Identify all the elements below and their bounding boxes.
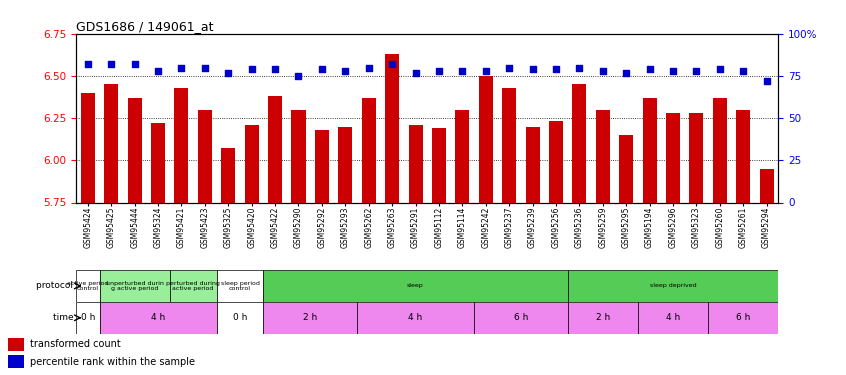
Text: 2 h: 2 h bbox=[596, 314, 610, 322]
Bar bbox=[198, 110, 212, 202]
Text: 6 h: 6 h bbox=[514, 314, 528, 322]
Point bbox=[386, 61, 399, 67]
Bar bbox=[104, 84, 118, 203]
Point bbox=[455, 68, 469, 74]
Text: sleep deprived: sleep deprived bbox=[650, 284, 696, 288]
Point bbox=[689, 68, 703, 74]
Point bbox=[338, 68, 352, 74]
Point bbox=[666, 68, 679, 74]
Text: 0 h: 0 h bbox=[233, 314, 247, 322]
Text: time: time bbox=[52, 314, 76, 322]
Point bbox=[81, 61, 95, 67]
Bar bbox=[315, 130, 329, 203]
Point bbox=[198, 64, 212, 70]
Bar bbox=[409, 125, 422, 202]
Bar bbox=[217, 270, 263, 302]
Bar bbox=[666, 113, 680, 202]
Text: protocol: protocol bbox=[36, 281, 76, 290]
Bar bbox=[170, 270, 217, 302]
Point bbox=[643, 66, 656, 72]
Bar bbox=[568, 302, 638, 334]
Text: 2 h: 2 h bbox=[303, 314, 317, 322]
Bar bbox=[643, 98, 656, 202]
Bar bbox=[713, 98, 727, 202]
Bar bbox=[362, 98, 376, 202]
Bar bbox=[596, 110, 610, 202]
Text: perturbed during
active period: perturbed during active period bbox=[166, 280, 220, 291]
Bar bbox=[573, 84, 586, 203]
Point bbox=[362, 64, 376, 70]
Text: 0 h: 0 h bbox=[80, 314, 95, 322]
Bar bbox=[244, 125, 259, 202]
Text: sleep period
control: sleep period control bbox=[221, 280, 260, 291]
Text: active period
control: active period control bbox=[67, 280, 108, 291]
Bar bbox=[549, 122, 563, 202]
Point bbox=[596, 68, 609, 74]
Bar bbox=[100, 270, 170, 302]
Bar bbox=[263, 270, 568, 302]
Bar bbox=[76, 270, 100, 302]
Bar bbox=[568, 270, 778, 302]
Text: sleep: sleep bbox=[407, 284, 424, 288]
Bar bbox=[638, 302, 708, 334]
Text: 4 h: 4 h bbox=[666, 314, 680, 322]
Bar bbox=[292, 110, 305, 202]
Bar bbox=[128, 98, 141, 202]
Point bbox=[503, 64, 516, 70]
Point bbox=[760, 78, 773, 84]
Bar bbox=[8, 355, 24, 368]
Point bbox=[174, 64, 188, 70]
Point bbox=[245, 66, 259, 72]
Text: 4 h: 4 h bbox=[409, 314, 423, 322]
Bar bbox=[619, 135, 633, 202]
Point bbox=[128, 61, 141, 67]
Bar bbox=[151, 123, 165, 202]
Bar bbox=[432, 128, 446, 202]
Bar bbox=[357, 302, 474, 334]
Point bbox=[713, 66, 727, 72]
Point bbox=[151, 68, 165, 74]
Bar bbox=[760, 169, 773, 202]
Bar bbox=[474, 302, 568, 334]
Point bbox=[409, 70, 422, 76]
Point bbox=[268, 66, 282, 72]
Bar bbox=[174, 88, 189, 202]
Bar bbox=[76, 302, 100, 334]
Bar bbox=[338, 127, 352, 202]
Point bbox=[479, 68, 492, 74]
Point bbox=[619, 70, 633, 76]
Point bbox=[104, 61, 118, 67]
Bar bbox=[689, 113, 703, 202]
Text: GDS1686 / 149061_at: GDS1686 / 149061_at bbox=[76, 20, 214, 33]
Bar bbox=[8, 338, 24, 351]
Bar bbox=[263, 302, 357, 334]
Point bbox=[549, 66, 563, 72]
Bar bbox=[479, 76, 492, 202]
Point bbox=[573, 64, 586, 70]
Point bbox=[736, 68, 750, 74]
Text: 6 h: 6 h bbox=[736, 314, 750, 322]
Point bbox=[292, 73, 305, 79]
Text: 4 h: 4 h bbox=[151, 314, 165, 322]
Bar bbox=[385, 54, 399, 202]
Bar bbox=[708, 302, 778, 334]
Bar bbox=[268, 96, 282, 202]
Bar bbox=[736, 110, 750, 202]
Bar bbox=[222, 148, 235, 202]
Point bbox=[222, 70, 235, 76]
Text: transformed count: transformed count bbox=[30, 339, 120, 349]
Text: unperturbed durin
g active period: unperturbed durin g active period bbox=[106, 280, 163, 291]
Point bbox=[315, 66, 328, 72]
Bar bbox=[525, 127, 540, 202]
Point bbox=[526, 66, 540, 72]
Bar bbox=[217, 302, 263, 334]
Bar bbox=[100, 302, 217, 334]
Bar bbox=[81, 93, 95, 202]
Bar bbox=[455, 110, 470, 202]
Text: percentile rank within the sample: percentile rank within the sample bbox=[30, 357, 195, 367]
Bar bbox=[503, 88, 516, 202]
Point bbox=[432, 68, 446, 74]
